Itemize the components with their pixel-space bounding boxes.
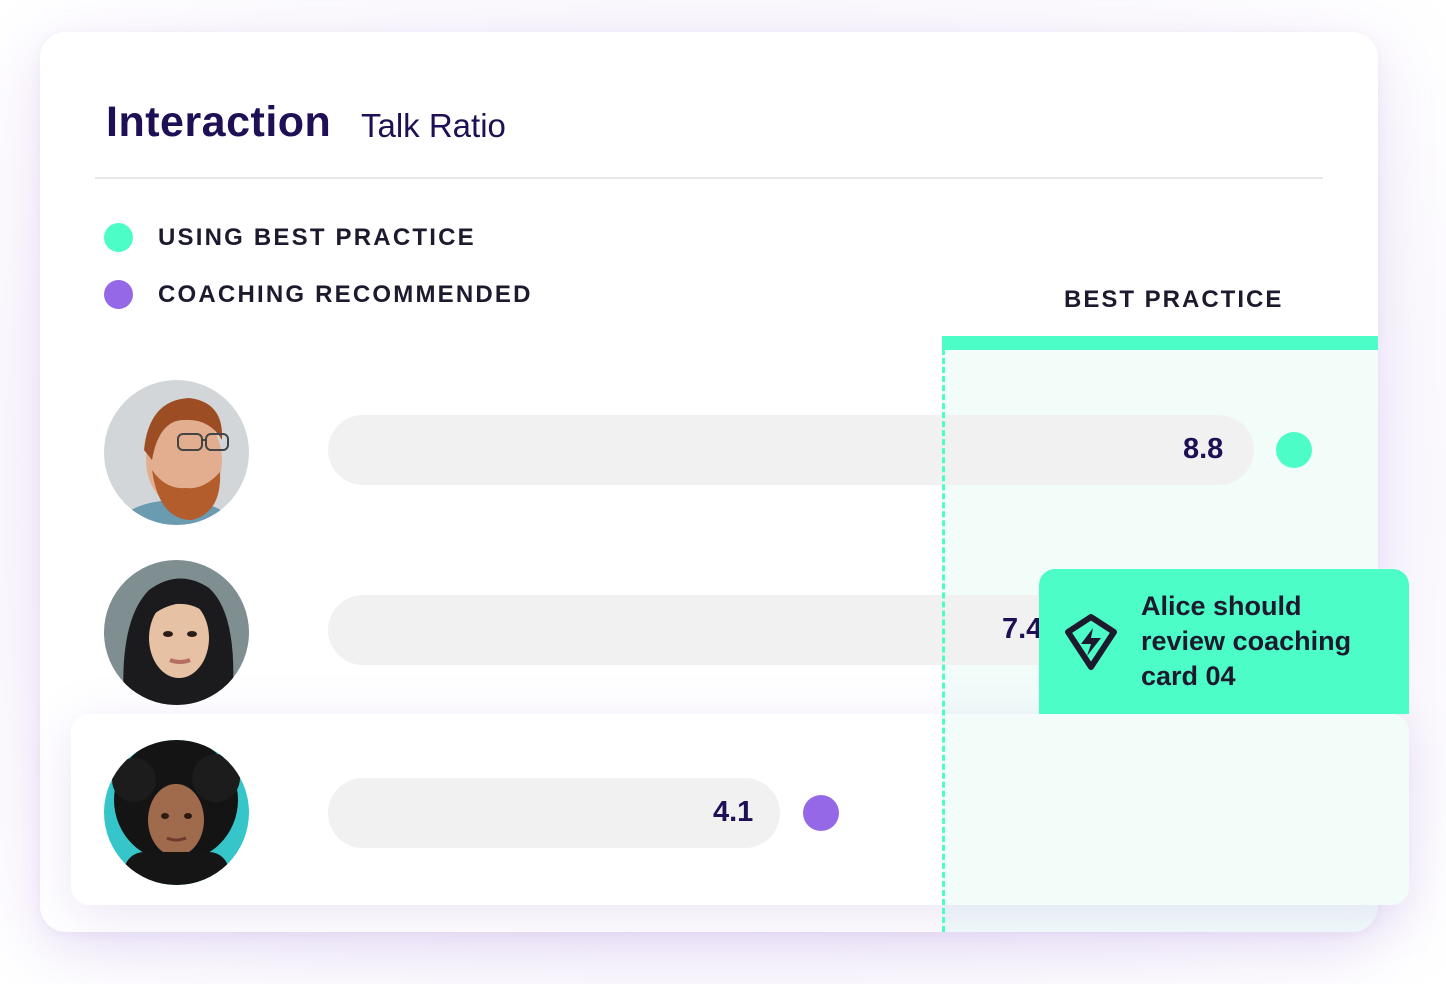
legend-item-coaching: COACHING RECOMMENDED <box>104 280 533 309</box>
talk-ratio-value: 7.4 <box>1002 613 1043 645</box>
page-title: Interaction <box>106 98 332 146</box>
avatar-woman-dark-hair[interactable] <box>104 560 249 705</box>
highlighted-row-best-practice-zone <box>943 714 1409 905</box>
best-practice-threshold-line <box>942 340 945 932</box>
tooltip-message: Alice should review coaching card 04 <box>1141 591 1352 691</box>
page-subtitle: Talk Ratio <box>361 107 506 144</box>
avatar-woman-curly-hair[interactable] <box>104 740 249 885</box>
talk-ratio-track <box>328 415 1254 485</box>
talk-ratio-value: 8.8 <box>1183 433 1224 465</box>
talk-ratio-track <box>328 595 1108 665</box>
status-dot-coaching <box>803 795 839 831</box>
legend-dot-green <box>104 223 133 252</box>
legend-label: COACHING RECOMMENDED <box>158 280 533 308</box>
talk-ratio-value: 4.1 <box>713 796 754 828</box>
coaching-tooltip[interactable]: Alice should review coaching card 04 <box>1039 569 1409 714</box>
lightning-shield-icon <box>1065 613 1117 670</box>
legend-item-best-practice: USING BEST PRACTICE <box>104 223 476 252</box>
best-practice-bar <box>942 336 1378 350</box>
legend-label: USING BEST PRACTICE <box>158 223 476 251</box>
status-dot-best-practice <box>1276 432 1312 468</box>
best-practice-label: BEST PRACTICE <box>1064 286 1284 313</box>
avatar-bearded-man[interactable] <box>104 380 249 525</box>
header-divider <box>95 177 1323 179</box>
talk-ratio-track <box>328 778 780 848</box>
legend-dot-purple <box>104 280 133 309</box>
